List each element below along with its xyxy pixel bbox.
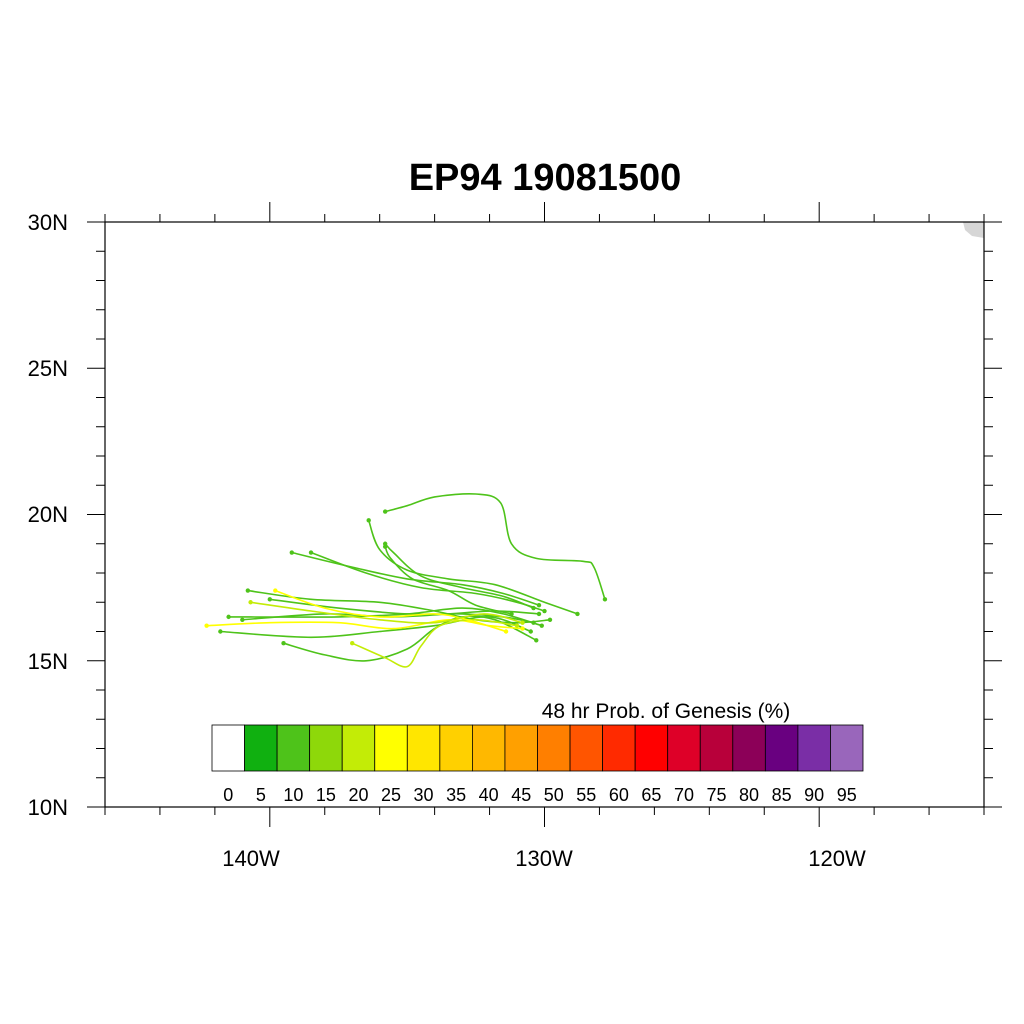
colorbar-label: 15 [316, 785, 336, 805]
colorbar-label: 70 [674, 785, 694, 805]
lon-label-120w: 120W [808, 846, 866, 871]
track-end-point [218, 629, 223, 634]
colorbar-label: 0 [223, 785, 233, 805]
colorbar-label: 20 [348, 785, 368, 805]
track-start-point [514, 623, 520, 628]
storm-track [367, 520, 578, 615]
track-end-point [350, 641, 355, 646]
colorbar-swatch [830, 724, 864, 772]
track-start-point [520, 626, 525, 631]
colorbar-label: 45 [511, 785, 531, 805]
lat-label-20n: 20N [28, 502, 68, 527]
track-end-point [248, 600, 253, 605]
colorbar-label: 75 [707, 785, 727, 805]
colorbar-swatch [276, 724, 311, 772]
track-end-point [289, 550, 294, 555]
track-start-point [539, 623, 544, 628]
colorbar-label: 85 [772, 785, 792, 805]
colorbar-label: 80 [739, 785, 759, 805]
colorbar-swatch [406, 724, 441, 772]
colorbar-labels: 0 5 10 15 20 25 30 35 40 45 50 55 60 65 70 75 80 85 90 95 [223, 785, 856, 805]
colorbar-swatch [211, 724, 245, 772]
track-start-point [536, 602, 542, 608]
colorbar-swatch [537, 724, 571, 772]
track-end-point [382, 544, 388, 549]
colorbar-label: 65 [641, 785, 661, 805]
colorbar-label: 55 [576, 785, 596, 805]
track-start-point [542, 608, 547, 614]
storm-track [384, 492, 606, 600]
colorbar-swatch [504, 724, 538, 772]
track-start-point [536, 611, 542, 617]
lat-label-25n: 25N [28, 356, 68, 381]
track-end-point [245, 588, 251, 593]
track-start-point [547, 617, 553, 622]
track-end-point [308, 550, 314, 555]
colorbar-label: 40 [479, 785, 499, 805]
colorbar-label: 60 [609, 785, 629, 805]
colorbar-swatch [667, 724, 701, 772]
colorbar-swatch [797, 724, 831, 772]
track-end-point [240, 617, 245, 622]
colorbar-swatch [569, 724, 603, 772]
map-frame [104, 221, 985, 808]
track-start-point [509, 611, 514, 617]
lon-label-130w: 130W [515, 846, 573, 871]
track-end-point [281, 641, 286, 646]
storm-track [283, 615, 537, 662]
track-end-point [226, 614, 231, 620]
storm-track [384, 543, 534, 609]
colorbar-swatch [341, 724, 376, 772]
storm-track [275, 589, 507, 633]
land-patch [963, 222, 984, 238]
track-start-point [520, 620, 525, 625]
track-start-point [531, 605, 536, 611]
colorbar-label: 95 [837, 785, 857, 805]
storm-track [291, 551, 540, 606]
lon-label-140w: 140W [222, 846, 280, 871]
colorbar [211, 724, 864, 772]
colorbar-swatch [699, 724, 734, 772]
track-start-point [534, 638, 539, 643]
axis-ticks [87, 202, 1002, 827]
track-end-point [204, 623, 209, 628]
storm-track [220, 616, 532, 639]
track-start-point [602, 597, 608, 602]
lat-label-10n: 10N [28, 795, 68, 820]
colorbar-label: 35 [446, 785, 466, 805]
colorbar-label: 10 [283, 785, 303, 805]
colorbar-swatch [634, 724, 669, 772]
colorbar-swatch [374, 724, 408, 772]
colorbar-swatch [309, 724, 343, 772]
map-title: EP94 19081500 [409, 157, 682, 199]
colorbar-swatch [471, 724, 506, 772]
track-end-point [267, 597, 273, 602]
storm-track [228, 607, 543, 627]
track-start-point [575, 611, 580, 617]
storm-track [247, 589, 551, 624]
track-layer [204, 492, 608, 668]
storm-track [384, 546, 512, 615]
colorbar-swatch [244, 724, 278, 772]
colorbar-swatch [439, 724, 473, 772]
storm-track [250, 601, 523, 624]
colorbar-label: 30 [414, 785, 434, 805]
colorbar-title: 48 hr Prob. of Genesis (%) [542, 700, 791, 723]
track-start-point [528, 629, 533, 634]
track-end-point [273, 588, 278, 593]
lat-label-15n: 15N [28, 649, 68, 674]
track-start-point [503, 629, 509, 634]
colorbar-swatch [602, 724, 636, 772]
lat-label-30n: 30N [28, 210, 68, 235]
colorbar-swatch [764, 724, 799, 772]
colorbar-label: 25 [381, 785, 401, 805]
track-end-point [382, 509, 388, 514]
colorbar-label: 5 [256, 785, 266, 805]
colorbar-swatch [732, 724, 766, 772]
colorbar-label: 50 [544, 785, 564, 805]
storm-track [351, 618, 518, 668]
colorbar-label: 90 [804, 785, 824, 805]
track-end-point [366, 518, 371, 523]
